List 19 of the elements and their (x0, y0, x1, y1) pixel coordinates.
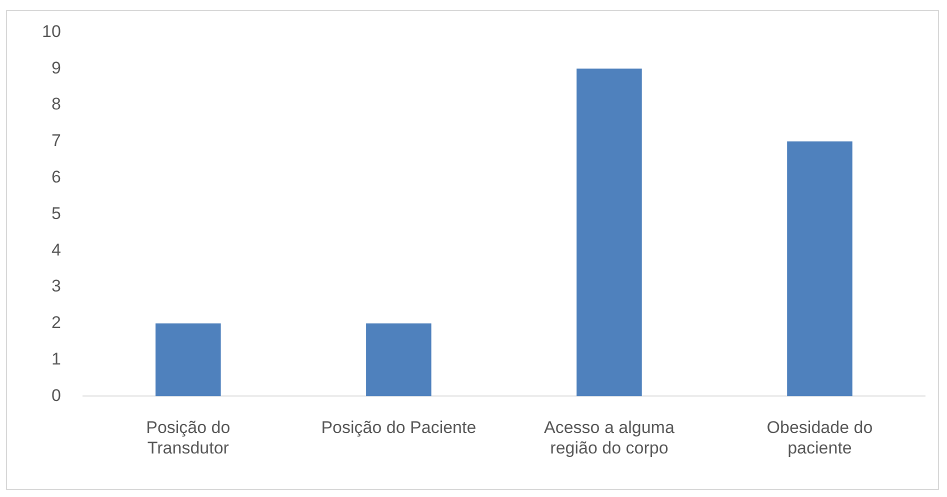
y-tick-label: 9 (51, 58, 61, 78)
y-tick-label: 5 (51, 204, 61, 223)
bar (366, 323, 432, 396)
y-tick-label: 6 (51, 167, 61, 186)
y-tick-label: 1 (51, 349, 61, 368)
x-tick-label: Acesso a alguma região do corpo (544, 418, 675, 458)
y-tick-label: 10 (42, 22, 61, 41)
bar (787, 141, 852, 396)
y-tick-label: 3 (51, 276, 61, 296)
y-tick-label: 7 (51, 131, 61, 150)
y-tick-label: 2 (51, 313, 61, 332)
y-tick-label: 0 (51, 386, 61, 405)
y-tick-label: 4 (51, 240, 61, 260)
y-tick-label: 8 (51, 94, 61, 114)
x-tick-label: Posição do Transdutor (146, 418, 230, 458)
bar (576, 68, 642, 396)
x-tick-label: Obesidade do paciente (766, 418, 873, 458)
bar (156, 323, 221, 396)
x-tick-label: Posição do Paciente (321, 418, 476, 438)
